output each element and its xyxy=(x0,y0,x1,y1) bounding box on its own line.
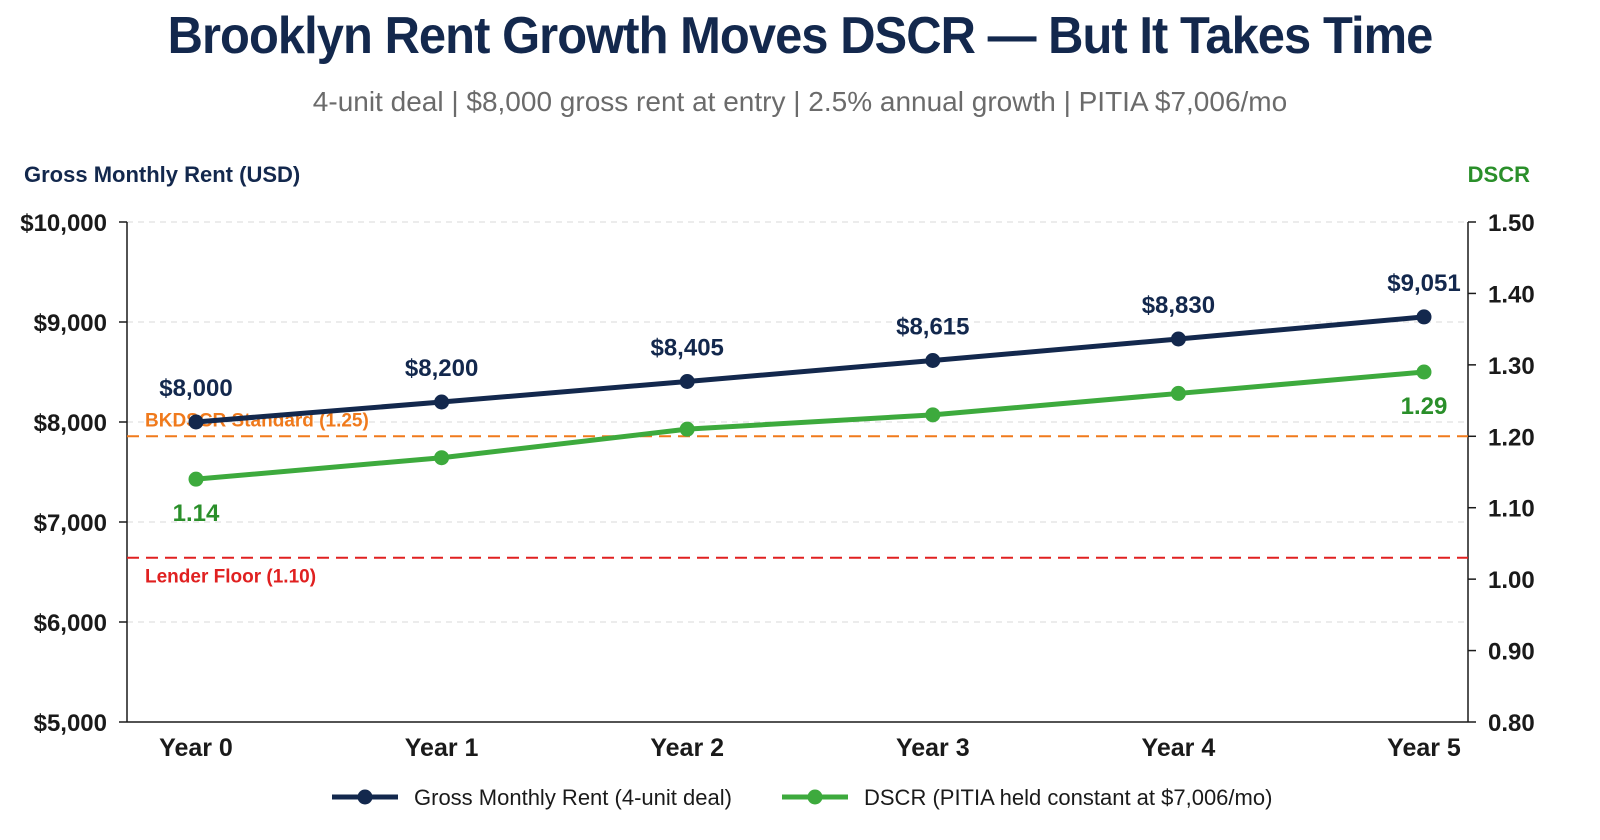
left-axis-title: Gross Monthly Rent (USD) xyxy=(24,162,300,187)
data-point xyxy=(925,407,941,423)
data-label: $8,405 xyxy=(650,335,723,362)
left-axis-tick-label: $9,000 xyxy=(34,310,107,337)
right-axis-tick-label: 1.40 xyxy=(1488,281,1535,308)
x-axis-tick-label: Year 1 xyxy=(405,734,479,762)
right-axis-tick-label: 0.90 xyxy=(1488,639,1535,666)
left-axis-tick-label: $7,000 xyxy=(34,510,107,537)
reference-line-label: BKDSCR Standard (1.25) xyxy=(145,410,369,431)
data-point xyxy=(434,394,450,410)
x-axis-tick-label: Year 0 xyxy=(159,734,233,762)
right-axis-tick-label: 1.20 xyxy=(1488,424,1535,451)
series-line xyxy=(195,314,1425,425)
data-point xyxy=(188,414,204,430)
left-axis-tick-label: $6,000 xyxy=(34,610,107,637)
chart-title: Brooklyn Rent Growth Moves DSCR — But It… xyxy=(167,7,1434,65)
legend-swatch-marker xyxy=(807,789,823,805)
right-axis-tick-label: 1.10 xyxy=(1488,496,1535,523)
data-label: $8,200 xyxy=(405,355,478,382)
reference-line-label: Lender Floor (1.10) xyxy=(145,567,316,588)
data-label: 1.29 xyxy=(1401,393,1448,420)
left-axis-tick-label: $5,000 xyxy=(34,710,107,737)
data-label: $8,830 xyxy=(1142,292,1215,319)
x-axis-tick-label: Year 2 xyxy=(650,734,724,762)
right-axis-title: DSCR xyxy=(1468,162,1530,187)
right-axis-tick-label: 1.00 xyxy=(1488,567,1535,594)
data-label: $8,000 xyxy=(159,375,232,402)
x-axis-tick-label: Year 3 xyxy=(896,734,970,762)
data-point xyxy=(925,353,941,368)
data-point xyxy=(1416,364,1432,380)
data-point xyxy=(1416,309,1432,325)
data-point xyxy=(679,421,695,437)
chart-subtitle: 4-unit deal | $8,000 gross rent at entry… xyxy=(312,86,1288,117)
data-point xyxy=(1170,385,1186,401)
left-axis-tick-label: $8,000 xyxy=(34,410,107,437)
right-axis-tick-label: 0.80 xyxy=(1488,710,1535,737)
data-point xyxy=(434,450,450,466)
x-axis-tick-label: Year 4 xyxy=(1142,734,1216,762)
x-axis-tick-label: Year 5 xyxy=(1387,734,1461,762)
data-point xyxy=(679,374,695,389)
data-label: $9,051 xyxy=(1387,270,1460,297)
legend-label: Gross Monthly Rent (4-unit deal) xyxy=(414,785,732,810)
data-point xyxy=(188,471,204,487)
data-point xyxy=(1170,331,1186,347)
left-axis-tick-label: $10,000 xyxy=(20,210,107,237)
legend-swatch-marker xyxy=(357,789,373,805)
series-line xyxy=(195,369,1425,482)
legend-label: DSCR (PITIA held constant at $7,006/mo) xyxy=(864,785,1272,810)
right-axis-tick-label: 1.50 xyxy=(1488,210,1535,237)
data-label: $8,615 xyxy=(896,314,969,341)
data-label: 1.14 xyxy=(173,500,220,527)
right-axis-tick-label: 1.30 xyxy=(1488,353,1535,380)
